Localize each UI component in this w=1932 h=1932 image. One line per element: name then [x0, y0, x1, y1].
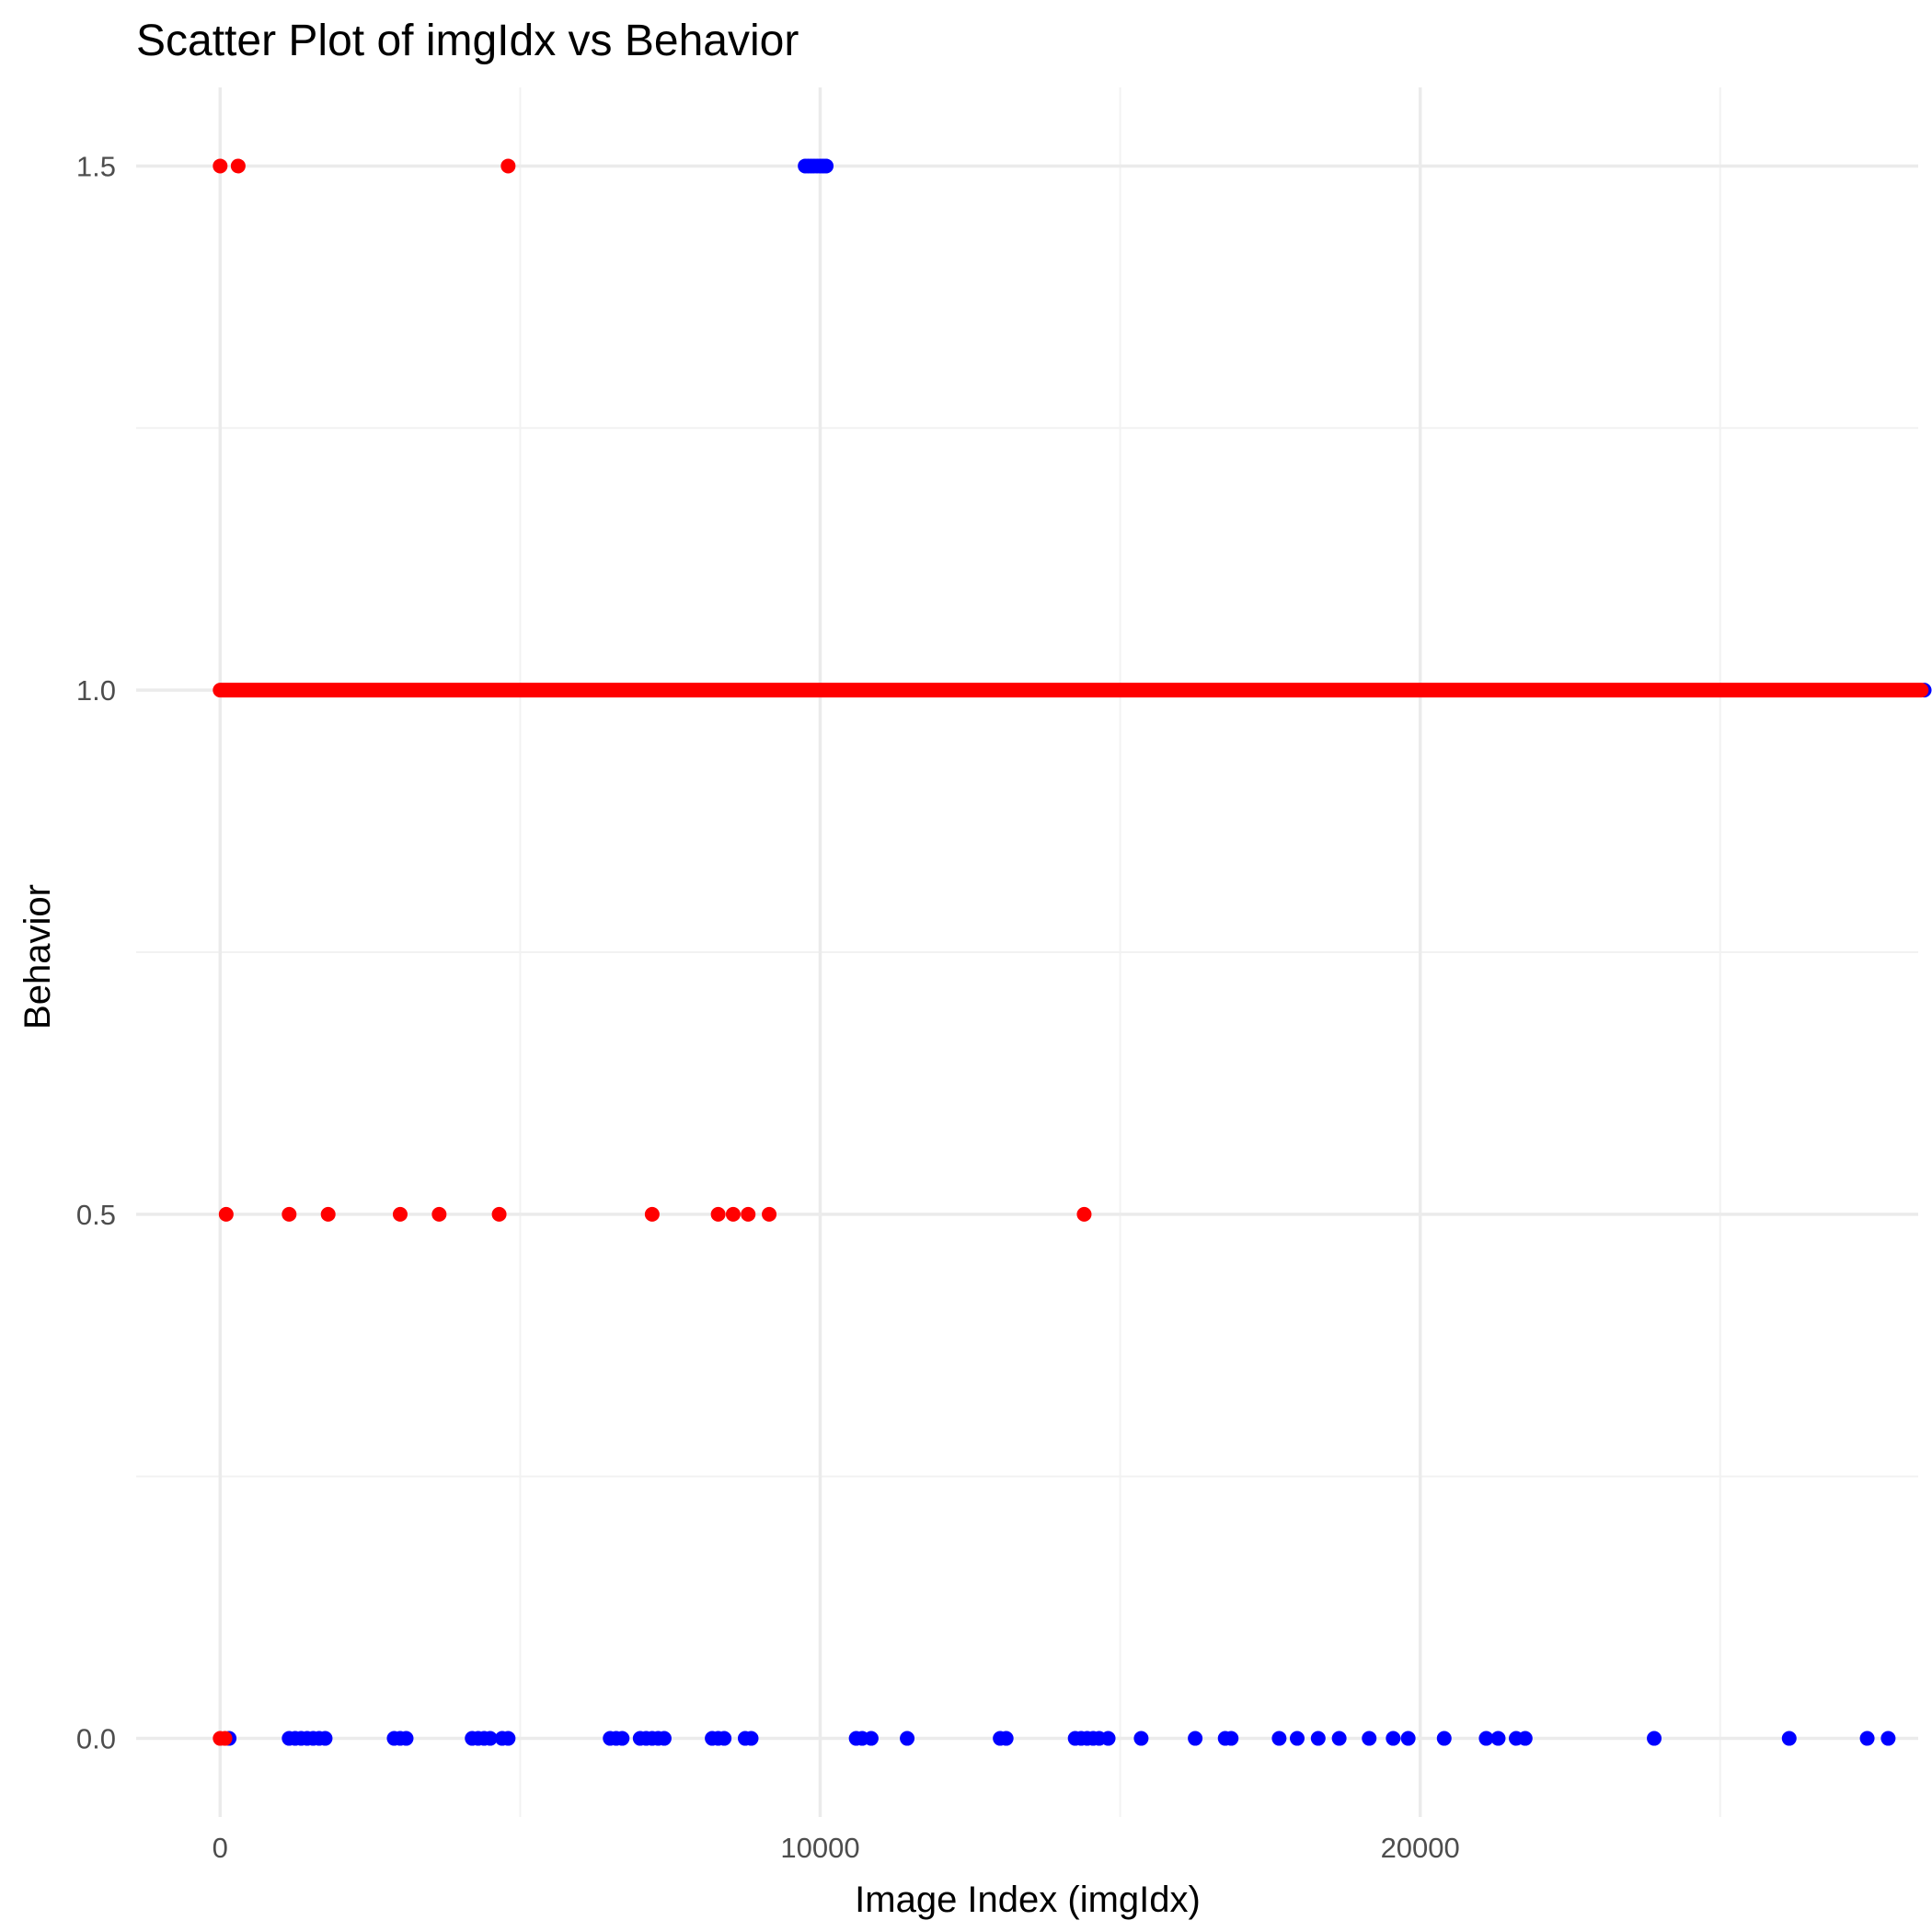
data-point [500, 158, 516, 174]
data-point [1517, 1731, 1533, 1746]
data-point [398, 1731, 414, 1746]
data-point [656, 1731, 672, 1746]
data-point [230, 158, 246, 174]
data-point [1400, 1731, 1416, 1746]
data-point [1188, 1731, 1203, 1746]
data-point [1076, 1206, 1092, 1222]
x-tick-label: 20000 [1381, 1832, 1460, 1864]
data-point [644, 1206, 660, 1222]
data-point [317, 1731, 333, 1746]
data-point [998, 1731, 1014, 1746]
y-tick-label: 0.5 [76, 1199, 116, 1231]
data-point [1386, 1731, 1401, 1746]
data-point [1224, 1731, 1239, 1746]
data-point [320, 1206, 336, 1222]
y-tick-label: 1.5 [76, 150, 116, 182]
data-point [762, 1206, 777, 1222]
data-point [1289, 1731, 1305, 1746]
data-point [431, 1206, 447, 1222]
data-point [725, 1206, 741, 1222]
data-point [282, 1206, 297, 1222]
data-point [1100, 1731, 1116, 1746]
chart-title: Scatter Plot of imgIdx vs Behavior [136, 17, 799, 65]
data-point [213, 158, 228, 174]
data-point [1880, 1731, 1896, 1746]
data-point [392, 1206, 408, 1222]
data-point [1478, 1731, 1494, 1746]
data-point [218, 1206, 234, 1222]
y-tick-label: 0.0 [76, 1723, 116, 1755]
data-point [1781, 1731, 1797, 1746]
data-point [900, 1731, 915, 1746]
y-axis-title: Behavior [17, 884, 58, 1029]
data-point [1271, 1731, 1287, 1746]
series-1 [213, 158, 1929, 1746]
data-layer [213, 158, 1932, 1746]
data-point [819, 158, 834, 174]
x-axis-title: Image Index (imgIdx) [855, 1880, 1201, 1920]
data-point [1133, 1731, 1149, 1746]
data-point [1436, 1731, 1452, 1746]
data-point [1331, 1731, 1347, 1746]
data-point [710, 1206, 726, 1222]
data-point [863, 1731, 879, 1746]
data-point [500, 1731, 516, 1746]
data-point [482, 1731, 498, 1746]
x-tick-label: 10000 [780, 1832, 859, 1864]
data-point [217, 1731, 233, 1746]
data-point [1647, 1731, 1662, 1746]
data-point [1310, 1731, 1326, 1746]
data-point [1362, 1731, 1377, 1746]
data-point [741, 1206, 756, 1222]
data-point [1490, 1731, 1506, 1746]
y-tick-label: 1.0 [76, 674, 116, 707]
data-point [491, 1206, 507, 1222]
data-point [615, 1731, 630, 1746]
axis-layer: 0 10000 20000 0.0 0.5 1.0 1.5 [76, 150, 1460, 1864]
data-point [717, 1731, 732, 1746]
x-tick-label: 0 [213, 1832, 228, 1864]
data-point [743, 1731, 759, 1746]
data-point [1859, 1731, 1875, 1746]
series-0 [222, 158, 1932, 1746]
